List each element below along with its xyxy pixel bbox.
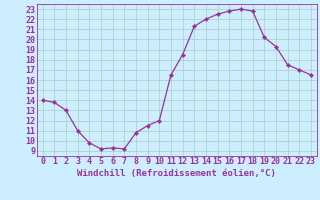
X-axis label: Windchill (Refroidissement éolien,°C): Windchill (Refroidissement éolien,°C) [77,169,276,178]
